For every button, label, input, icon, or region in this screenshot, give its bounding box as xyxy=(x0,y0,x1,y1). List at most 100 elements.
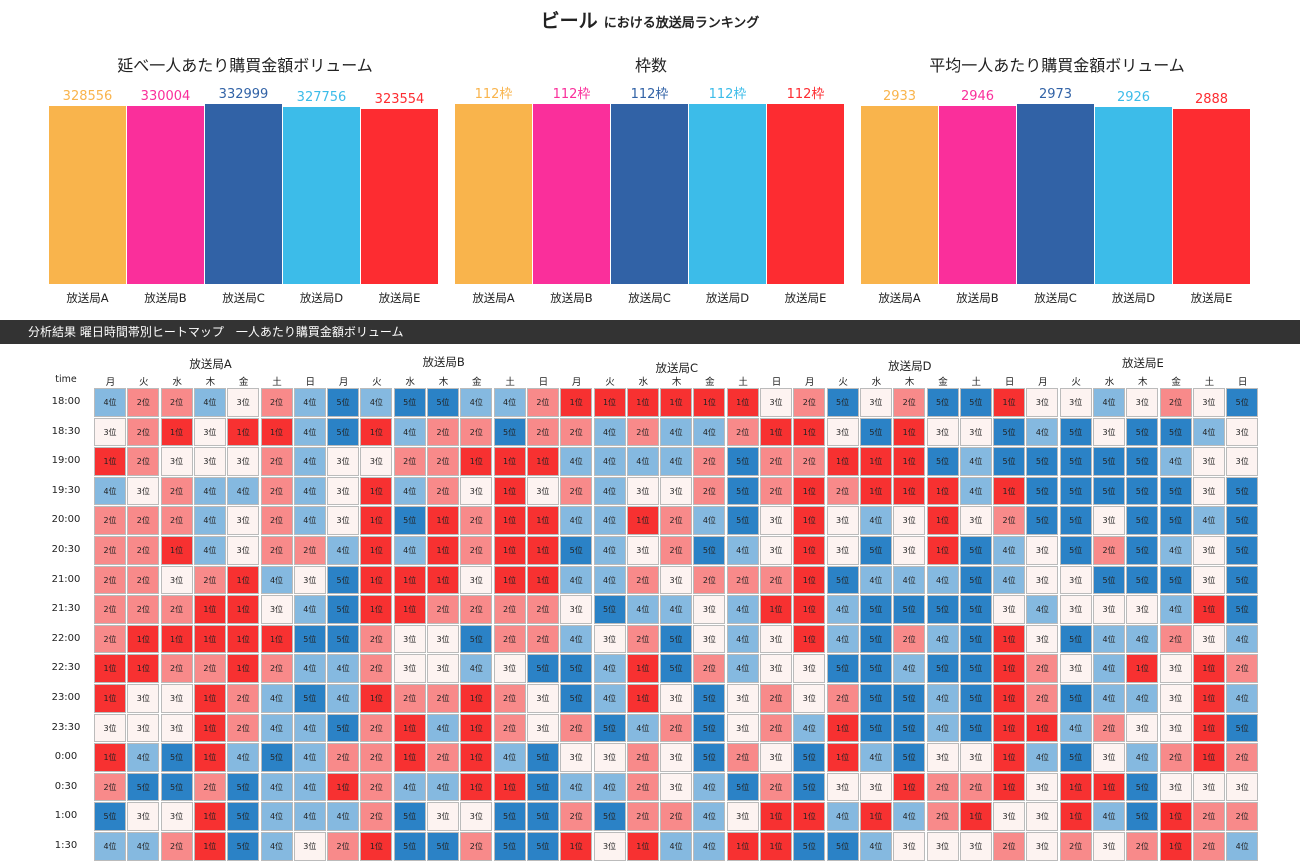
time-label: 1:30 xyxy=(54,840,78,851)
heatmap-cell: 5位 xyxy=(1126,447,1159,476)
heatmap-cell: 1位 xyxy=(360,417,393,447)
heatmap-cell: 1位 xyxy=(460,684,493,713)
heatmap-cell: 4位 xyxy=(560,506,593,535)
day-label: 木 xyxy=(671,377,682,388)
bar-5 xyxy=(361,109,438,284)
heatmap-cell: 5位 xyxy=(1093,476,1125,506)
station-label: 放送局B xyxy=(422,355,465,369)
heatmap-cell: 1位 xyxy=(993,624,1026,654)
heatmap-cell: 2位 xyxy=(993,506,1026,535)
heatmap-cell: 4位 xyxy=(393,536,426,565)
heatmap-cell: 3位 xyxy=(626,476,659,506)
heatmap-cell: 2位 xyxy=(427,743,459,772)
heatmap-cell: 5位 xyxy=(959,684,992,713)
heatmap-cell: 1位 xyxy=(926,536,959,565)
heatmap-cell: 4位 xyxy=(1126,624,1159,654)
heatmap-cell: 1位 xyxy=(859,447,892,476)
time-label: 23:00 xyxy=(51,692,81,703)
heatmap-cell: 1位 xyxy=(227,565,260,595)
heatmap-cell: 5位 xyxy=(1059,536,1092,565)
heatmap-cell: 3位 xyxy=(926,743,959,772)
heatmap-cell: 1位 xyxy=(526,506,559,535)
heatmap-cell: 3位 xyxy=(1026,388,1059,417)
heatmap-cell: 1位 xyxy=(660,388,693,417)
heatmap-cell: 2位 xyxy=(260,654,293,683)
day-label: 木 xyxy=(438,377,449,388)
heatmap-cell: 4位 xyxy=(1192,506,1225,535)
heatmap-cell: 2位 xyxy=(626,417,659,447)
bar-4 xyxy=(283,106,360,284)
heatmap-cell: 5位 xyxy=(959,713,992,743)
bar-1 xyxy=(49,106,126,284)
heatmap-cell: 5位 xyxy=(993,447,1026,476)
heatmap-cell: 5位 xyxy=(1226,595,1259,624)
heatmap-cell: 1位 xyxy=(460,743,493,772)
heatmap-cell: 1位 xyxy=(427,506,459,535)
heatmap-cell: 5位 xyxy=(793,832,826,861)
heatmap-cell: 4位 xyxy=(227,743,260,772)
heatmap-cell: 4位 xyxy=(1159,595,1192,624)
category-label: 放送局D xyxy=(299,291,344,305)
heatmap-cell: 4位 xyxy=(593,536,626,565)
heatmap-cell: 4位 xyxy=(293,772,326,802)
heatmap-cell: 5位 xyxy=(726,476,759,506)
value-label: 112枠 xyxy=(786,87,825,102)
heatmap-cell: 2位 xyxy=(693,565,726,595)
heatmap-cell: 1位 xyxy=(793,802,826,831)
heatmap-cell: 4位 xyxy=(127,832,160,861)
heatmap-cell: 4位 xyxy=(1226,624,1259,654)
heatmap-cell: 4位 xyxy=(193,476,226,506)
heatmap-cell: 2位 xyxy=(260,447,293,476)
heatmap-cell: 3位 xyxy=(293,565,326,595)
heatmap-cell: 2位 xyxy=(94,772,126,802)
heatmap-cell: 3位 xyxy=(793,684,826,713)
category-label: 放送局C xyxy=(628,291,671,305)
heatmap-cell: 5位 xyxy=(693,743,726,772)
heatmap-cell: 4位 xyxy=(859,743,892,772)
heatmap-cell: 4位 xyxy=(660,447,693,476)
heatmap-cell: 4位 xyxy=(360,388,393,417)
time-header: time xyxy=(55,374,77,385)
bar-3 xyxy=(1017,104,1094,284)
heatmap-cell: 4位 xyxy=(460,654,493,683)
heatmap-cell: 4位 xyxy=(693,506,726,535)
heatmap-cell: 4位 xyxy=(327,654,360,683)
heatmap-cell: 1位 xyxy=(526,447,559,476)
heatmap-cell: 1位 xyxy=(1126,654,1159,683)
heatmap-cell: 2位 xyxy=(726,565,759,595)
day-label: 月 xyxy=(338,377,349,388)
heatmap-cell: 5位 xyxy=(859,595,892,624)
bar-1 xyxy=(455,104,532,284)
heatmap-cell: 1位 xyxy=(327,772,360,802)
day-label: 水 xyxy=(638,377,649,388)
heatmap-cell: 2位 xyxy=(1126,832,1159,861)
heatmap-cell: 3位 xyxy=(1126,595,1159,624)
heatmap-cell: 2位 xyxy=(760,565,792,595)
heatmap-cell: 3位 xyxy=(1226,417,1259,447)
heatmap-cell: 2位 xyxy=(1026,684,1059,713)
heatmap-cell: 2位 xyxy=(493,713,526,743)
heatmap-cell: 2位 xyxy=(493,624,526,654)
day-label: 日 xyxy=(305,377,316,388)
heatmap-cell: 3位 xyxy=(1192,536,1225,565)
heatmap-cell: 3位 xyxy=(560,595,593,624)
heatmap-cell: 3位 xyxy=(427,624,459,654)
heatmap-cell: 5位 xyxy=(1093,447,1125,476)
heatmap-cell: 1位 xyxy=(94,684,126,713)
day-label: 火 xyxy=(139,377,149,388)
heatmap-cell: 5位 xyxy=(826,654,859,683)
heatmap-cell: 5位 xyxy=(926,654,959,683)
day-label: 月 xyxy=(105,377,116,388)
value-label: 332999 xyxy=(218,87,269,102)
heatmap-cell: 5位 xyxy=(227,832,260,861)
heatmap-cell: 2位 xyxy=(460,832,493,861)
heatmap-cell: 4位 xyxy=(793,713,826,743)
heatmap-cell: 4位 xyxy=(293,654,326,683)
heatmap-cell: 1位 xyxy=(493,536,526,565)
heatmap-cell: 3位 xyxy=(660,684,693,713)
heatmap-cell: 4位 xyxy=(626,713,659,743)
heatmap-cell: 3位 xyxy=(260,595,293,624)
heatmap-cell: 5位 xyxy=(926,595,959,624)
heatmap-cell: 1位 xyxy=(793,565,826,595)
heatmap-cell: 4位 xyxy=(593,447,626,476)
